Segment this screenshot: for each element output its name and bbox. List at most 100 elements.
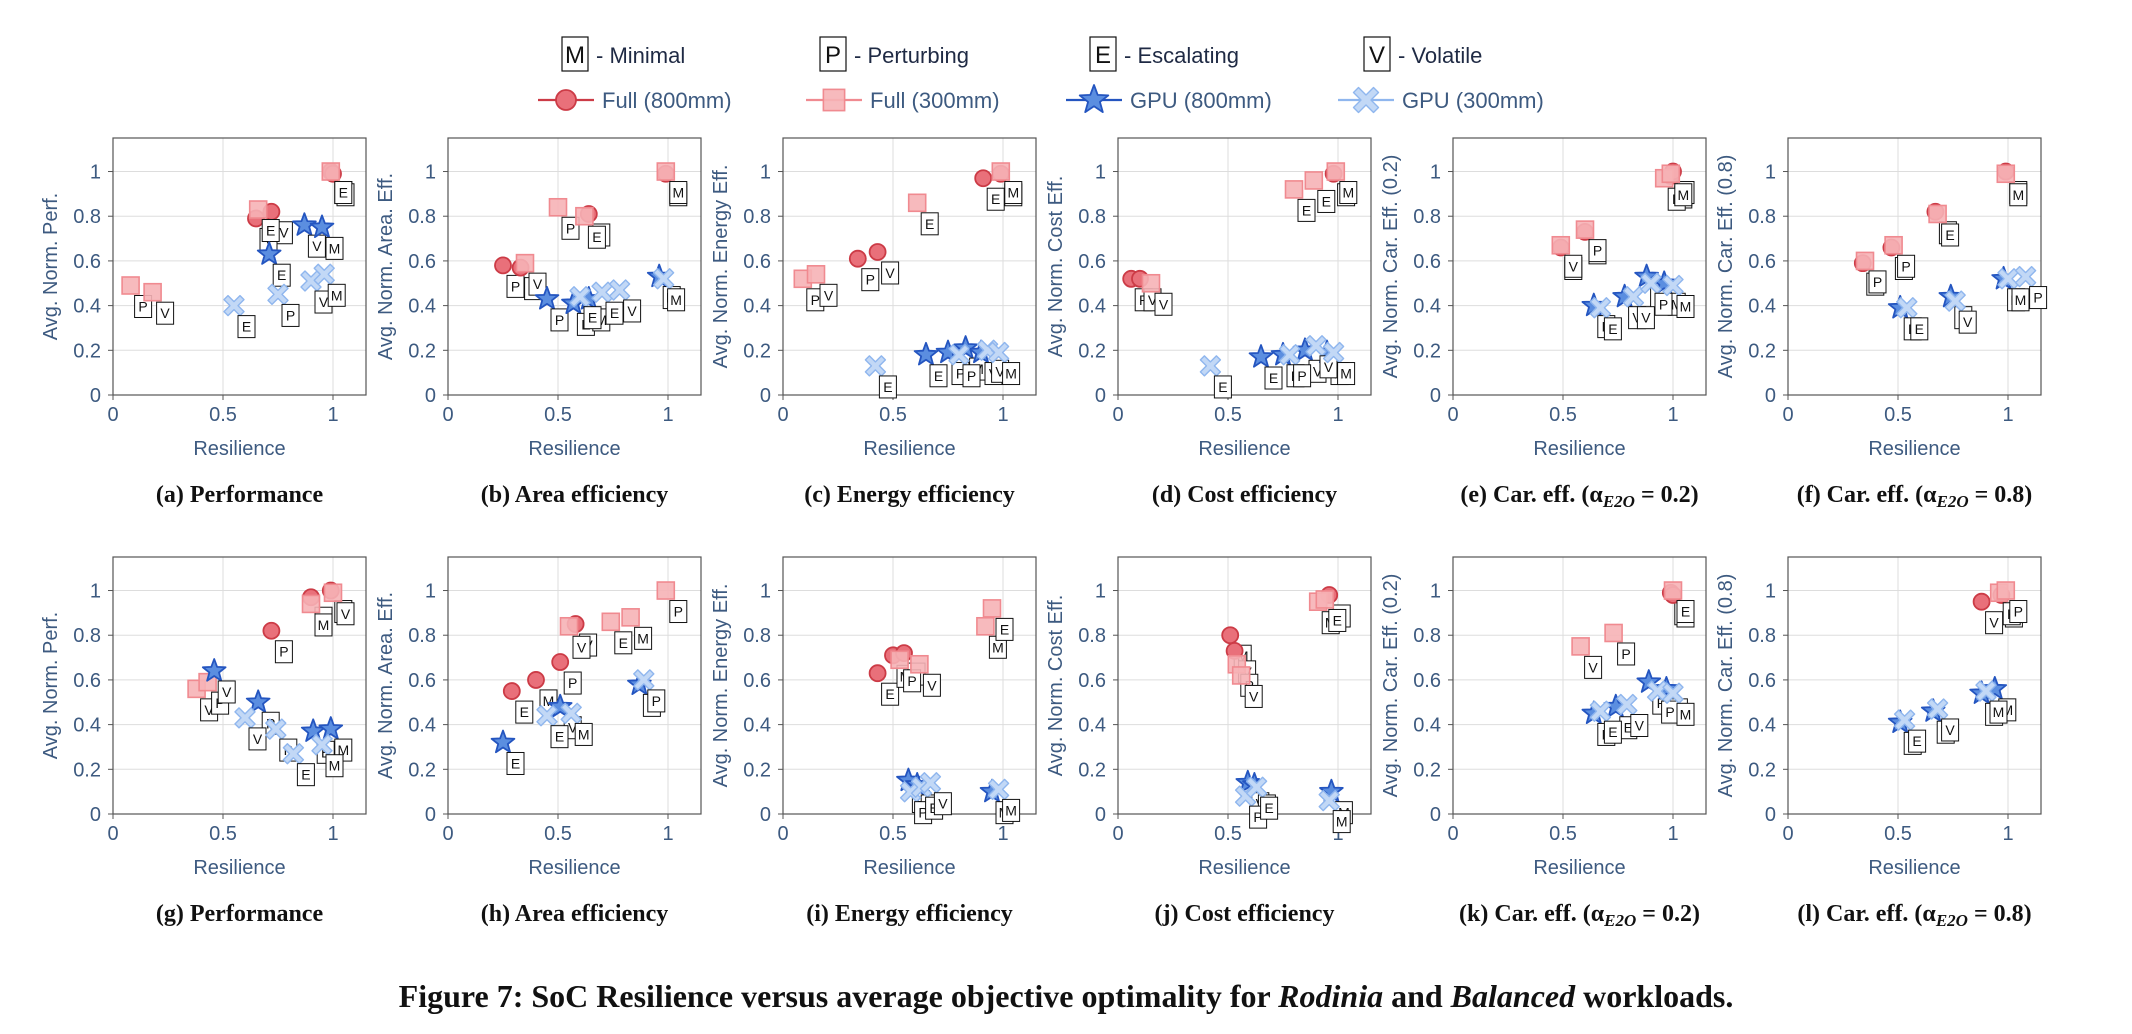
y-axis-label: Avg. Norm. Car. Eff. (0.8) [1715,574,1737,798]
point-marker [223,294,245,317]
point-label-box [248,727,267,751]
point-marker [515,253,535,273]
point-marker [262,621,281,640]
point-marker [265,718,287,740]
point-label: E [1218,379,1227,395]
point-label-box [647,689,666,713]
y-tick-label: 0.6 [73,251,101,273]
point-marker [569,286,591,308]
point-label: P [566,220,575,236]
point-label: V [222,684,232,700]
point-marker [311,734,333,756]
point-label: E [266,223,275,239]
point-label: E [1945,227,1954,243]
point-label: V [577,639,587,655]
point-label-box [667,288,686,312]
panel-caption: (k) Car. eff. (αE2O = 0.2) [1459,901,1700,930]
legend-box-p [819,36,847,72]
x-axis-label: Resilience [1868,438,1960,460]
panel-caption-text: (c) Energy efficiency [804,482,1015,508]
point-label: V [938,796,948,812]
caption-workload-2: Balanced [1450,978,1576,1014]
point-label-box [1630,713,1649,737]
point-label: P [1593,243,1602,259]
point-label: V [1588,659,1598,675]
y-tick-label: 1 [1095,581,1106,603]
x-tick-label: 0.5 [879,823,907,845]
point-label-box [986,187,1005,211]
point-label: P [568,675,577,691]
point-label-box [1260,796,1279,820]
point-label: V [1313,363,1323,379]
panel-caption-text: (a) Performance [156,482,324,508]
x-axis-label: Resilience [1868,857,1960,879]
legend: M - Minimal P - Perturbing E - Escalating V - V… [538,36,1544,114]
legend-marker-label: - Volatile [1398,43,1482,68]
plot-frame [1452,556,1707,815]
caption-prefix: Figure 7: SoC Resilience versus average … [399,978,1279,1014]
y-tick-label: 0.8 [408,625,436,647]
point-label: P [652,693,661,709]
point-label-box [1339,181,1358,205]
point-label: V [319,294,329,310]
point-label-box [587,225,606,249]
point-label: V [204,702,214,718]
point-label-box [506,274,525,298]
point-label-box [237,315,256,339]
y-axis-label: Avg. Norm. Car. Eff. (0.8) [1715,155,1737,379]
point-marker [1663,581,1683,600]
point-marker [551,653,570,671]
point-marker [976,616,995,636]
panel-caption-text: (l) Car. eff. (α [1797,901,1936,927]
y-tick-label: 1 [1765,581,1776,603]
point-label: M [1336,814,1348,830]
point-marker [1884,235,1903,255]
y-tick-label: 0.4 [1413,715,1441,737]
plot-frame [112,556,367,815]
point-label-box [1588,239,1607,263]
point-marker [919,772,942,794]
y-tick-label: 0.8 [1413,625,1441,647]
point-label: E [1322,193,1331,209]
panel-caption: (g) Performance [156,901,324,927]
panel-d: 0 0.5 1 0 0.2 0.4 0.6 0.8 1 Resilience Avg. Norm. … [1045,137,1372,508]
point-label: M [1993,704,2005,720]
panel-caption-text: (j) Cost efficiency [1155,901,1335,927]
y-axis-label: Avg. Norm. Area. Eff. [375,173,397,360]
point-label: V [1641,310,1651,326]
point-label: V [1148,292,1158,308]
point-marker [1975,680,1997,702]
y-tick-label: 0.6 [1078,251,1106,273]
point-marker [1661,164,1681,184]
legend-series-label: Full (800mm) [602,88,732,113]
point-label: E [520,704,529,720]
point-label: P [866,272,875,288]
y-tick-label: 0.2 [1078,340,1106,362]
point-marker [948,344,970,366]
x-axis-label: Resilience [528,438,620,460]
legend-marker-label: - Escalating [1124,43,1239,68]
point-label: P [1297,368,1306,384]
point-marker [321,162,341,181]
x-axis-label: Resilience [863,857,955,879]
point-marker [1322,341,1345,364]
y-tick-label: 0.8 [73,206,101,228]
point-label: E [925,216,934,232]
y-tick-label: 0.2 [1413,340,1441,362]
point-label: V [341,606,351,622]
y-tick-label: 0.8 [1748,206,1776,228]
x-axis-label: Resilience [863,438,955,460]
point-label: E [883,379,892,395]
point-label: E [934,368,943,384]
point-marker [301,594,321,614]
point-label-box [325,754,344,778]
y-tick-label: 1 [760,162,771,184]
point-label: M [2015,292,2027,308]
point-marker [1141,273,1161,293]
legend-series-marker [1352,86,1380,114]
point-marker [1896,297,1918,319]
point-label-box [583,306,602,330]
point-label: M [1005,366,1017,382]
panel-caption-subscript: E2O [1602,492,1635,511]
point-marker [234,707,256,729]
